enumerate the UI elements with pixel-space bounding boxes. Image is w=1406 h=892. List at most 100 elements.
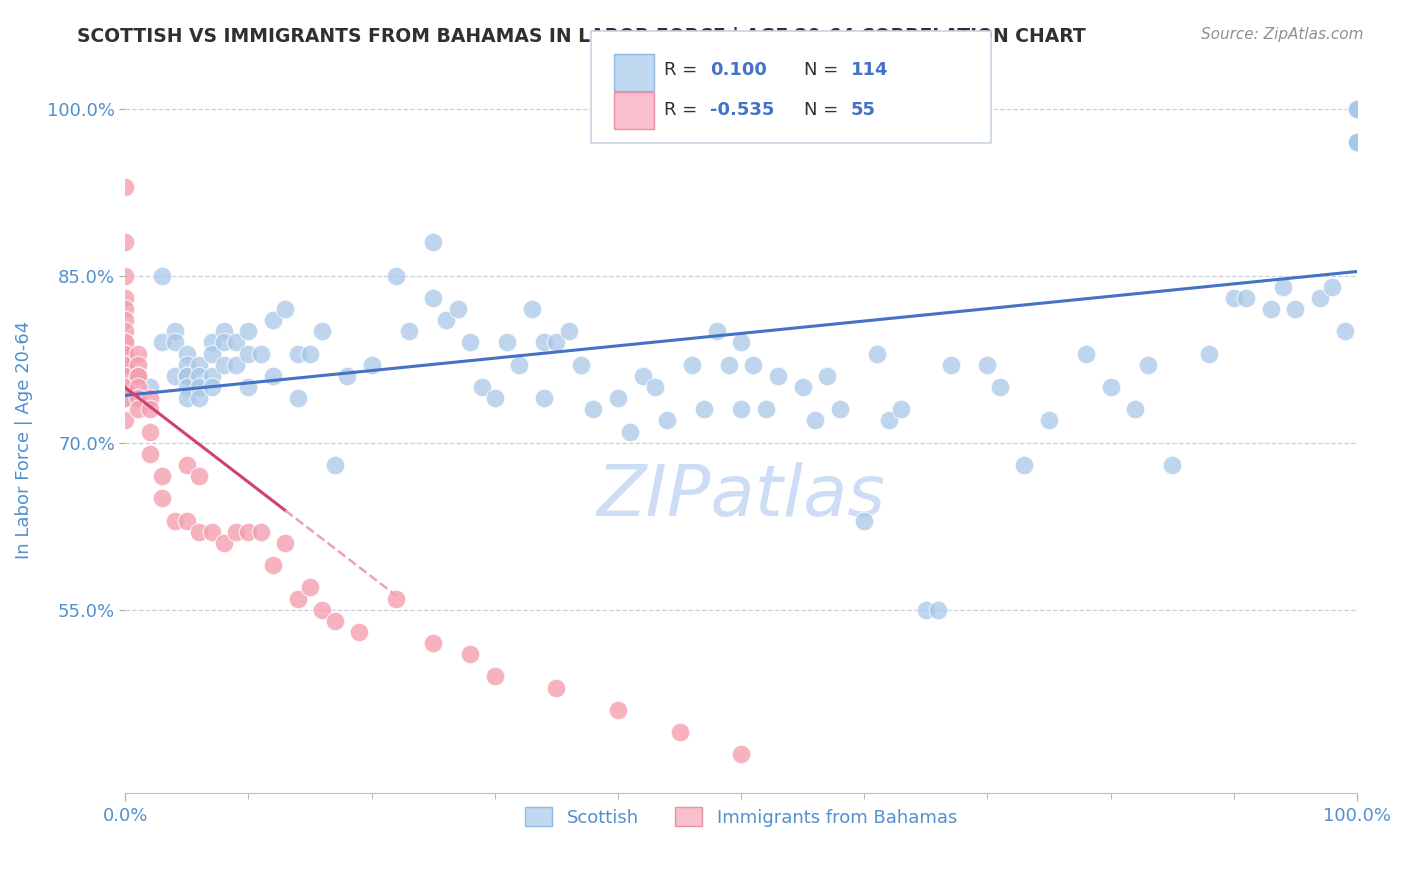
Point [681, 358, 703, 372]
Point [607, 391, 630, 405]
Point [200, 368, 222, 383]
Point [607, 703, 630, 717]
Point [557, 324, 579, 338]
Text: R =: R = [664, 61, 703, 78]
Point [766, 368, 789, 383]
Point [262, 368, 284, 383]
Point [668, 725, 690, 739]
Point [484, 669, 506, 683]
Point [385, 591, 408, 606]
Point [150, 491, 173, 506]
Point [434, 313, 457, 327]
Point [1161, 458, 1184, 472]
Point [139, 391, 162, 405]
Point [238, 324, 260, 338]
Point [349, 624, 371, 639]
Point [299, 580, 322, 594]
Point [546, 681, 568, 695]
Point [139, 380, 162, 394]
Point [828, 402, 851, 417]
Point [1136, 358, 1159, 372]
Point [188, 380, 211, 394]
Point [176, 368, 198, 383]
Point [176, 358, 198, 372]
Point [569, 358, 592, 372]
Point [176, 368, 198, 383]
Point [988, 380, 1011, 394]
Point [1346, 135, 1368, 149]
Point [114, 358, 136, 372]
Point [1346, 102, 1368, 116]
Point [631, 368, 654, 383]
Point [114, 346, 136, 360]
Point [1346, 102, 1368, 116]
Point [127, 358, 149, 372]
Point [238, 524, 260, 539]
Point [939, 358, 962, 372]
Point [422, 235, 444, 250]
Point [114, 335, 136, 350]
Point [114, 301, 136, 316]
Point [657, 413, 679, 427]
Point [238, 380, 260, 394]
Point [212, 536, 235, 550]
Point [225, 358, 247, 372]
Point [114, 380, 136, 394]
Point [114, 391, 136, 405]
Point [447, 301, 470, 316]
Point [1284, 301, 1306, 316]
Point [533, 391, 555, 405]
Point [976, 358, 998, 372]
Point [212, 324, 235, 338]
Point [114, 313, 136, 327]
Text: R =: R = [664, 101, 703, 119]
Point [114, 358, 136, 372]
Point [163, 335, 186, 350]
Point [238, 346, 260, 360]
Point [225, 524, 247, 539]
Point [323, 614, 346, 628]
Point [225, 335, 247, 350]
Point [287, 591, 309, 606]
Point [360, 358, 382, 372]
Point [471, 380, 494, 394]
Point [1260, 301, 1282, 316]
Point [1123, 402, 1146, 417]
Point [262, 558, 284, 573]
Point [619, 425, 641, 439]
Point [114, 291, 136, 305]
Point [114, 391, 136, 405]
Point [114, 268, 136, 283]
Point [508, 358, 530, 372]
Point [114, 346, 136, 360]
Point [176, 391, 198, 405]
Point [114, 368, 136, 383]
Point [114, 413, 136, 427]
Point [755, 402, 778, 417]
Point [865, 346, 887, 360]
Point [212, 335, 235, 350]
Point [1099, 380, 1122, 394]
Text: -0.535: -0.535 [710, 101, 775, 119]
Point [176, 514, 198, 528]
Point [422, 291, 444, 305]
Point [176, 380, 198, 394]
Point [188, 358, 211, 372]
Point [274, 301, 297, 316]
Text: N =: N = [804, 101, 844, 119]
Point [287, 346, 309, 360]
Point [176, 346, 198, 360]
Point [150, 469, 173, 483]
Point [1223, 291, 1246, 305]
Point [1333, 324, 1355, 338]
Point [1346, 102, 1368, 116]
Point [163, 514, 186, 528]
Point [1346, 102, 1368, 116]
Point [1346, 135, 1368, 149]
Point [200, 346, 222, 360]
Text: 55: 55 [851, 101, 876, 119]
Point [915, 602, 938, 616]
Point [1346, 102, 1368, 116]
Point [249, 346, 271, 360]
Point [853, 514, 876, 528]
